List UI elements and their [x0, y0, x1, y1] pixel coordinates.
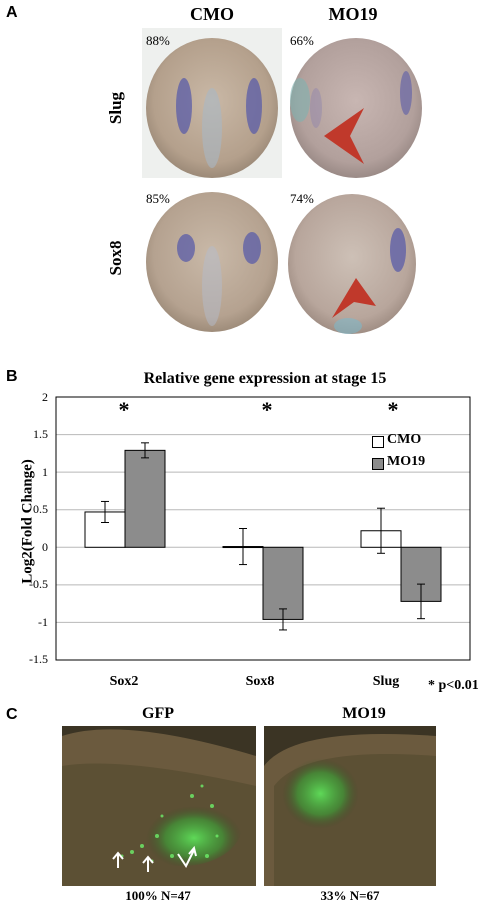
gfp-image: [62, 726, 256, 886]
y-tick-label: -1: [38, 615, 48, 629]
y-tick-label: -0.5: [29, 577, 48, 591]
y-tick-label: 1: [42, 465, 48, 479]
percent-slug-cmo: 88%: [146, 33, 170, 48]
arrowhead-icon: [324, 108, 364, 164]
x-category-label: Slug: [372, 674, 400, 689]
percent-sox8-mo19: 74%: [290, 191, 314, 206]
chart-title: Relative gene expression at stage 15: [143, 370, 387, 387]
panel-c-letter: C: [6, 706, 18, 723]
embryo-image-sox8-mo19: [286, 186, 426, 336]
percent-sox8-cmo: 85%: [146, 191, 170, 206]
significance-star: *: [387, 397, 399, 422]
y-tick-label: -1.5: [29, 652, 48, 666]
bar-chart: [55, 396, 471, 661]
embryo-image-slug-cmo: [142, 28, 282, 178]
column-header-cmo: CMO: [190, 4, 234, 24]
column-header-mo19: MO19: [328, 4, 378, 24]
y-tick-label: 1.5: [33, 427, 48, 441]
gfp-caption: 100% N=47: [125, 888, 191, 903]
bar-mo19-sox8: [262, 546, 304, 620]
legend-swatch-cmo: [372, 436, 384, 448]
legend-label-cmo: CMO: [387, 432, 422, 447]
mo19-caption: 33% N=67: [320, 888, 380, 903]
mo19-image: [264, 726, 436, 886]
y-tick-label: 2: [42, 390, 48, 404]
percent-slug-mo19: 66%: [290, 33, 314, 48]
panel-b-letter: B: [6, 368, 18, 385]
plot-frame: [55, 396, 471, 661]
legend-label-mo19: MO19: [387, 454, 426, 469]
gfp-title: GFP: [142, 705, 174, 722]
x-category-label: Sox2: [109, 674, 139, 689]
mo19-title: MO19: [342, 705, 386, 722]
y-tick-label: 0: [42, 540, 48, 554]
legend-swatch-mo19: [372, 458, 384, 470]
arrowhead-icon: [332, 278, 376, 318]
arrow-icon: [112, 845, 197, 872]
significance-star: *: [118, 397, 130, 422]
significance-note: * p<0.01: [428, 678, 479, 693]
bar-mo19-sox2: [124, 449, 166, 548]
panel-a-letter: A: [6, 4, 18, 21]
x-category-label: Sox8: [245, 674, 275, 689]
embryo-image-slug-mo19: [286, 28, 426, 178]
significance-star: *: [261, 397, 273, 422]
y-tick-label: 0.5: [33, 502, 48, 516]
embryo-image-sox8-cmo: [142, 186, 282, 336]
